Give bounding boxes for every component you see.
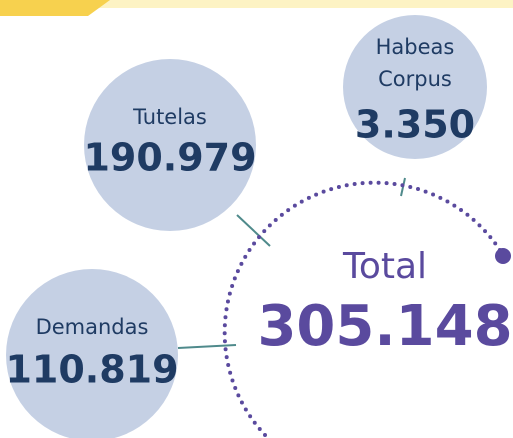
bubble-value: 3.350 xyxy=(355,103,475,147)
bubble xyxy=(6,269,178,438)
total-label: Total xyxy=(342,246,427,287)
bubble-label: Demandas xyxy=(36,315,149,339)
bubble-label: Habeas xyxy=(376,35,455,59)
bubble-value: 110.819 xyxy=(5,348,178,392)
bubble-label: Tutelas xyxy=(132,105,207,129)
bubble-label: Corpus xyxy=(378,67,452,91)
connector xyxy=(236,214,271,247)
top-band xyxy=(0,0,513,8)
bubble xyxy=(343,15,487,159)
total-ring xyxy=(222,180,505,437)
connector xyxy=(177,344,237,349)
bubble-value: 190.979 xyxy=(83,136,256,180)
bubble xyxy=(84,59,256,231)
total-value: 305.148 xyxy=(257,294,512,359)
ring-dot xyxy=(495,248,511,264)
top-tab xyxy=(0,0,110,16)
